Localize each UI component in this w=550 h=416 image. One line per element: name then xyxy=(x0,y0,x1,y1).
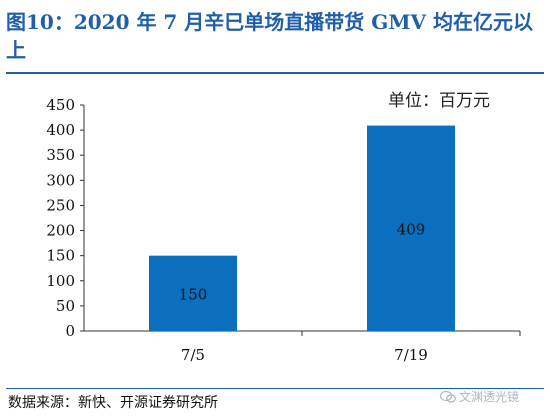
watermark-text: 文渊透光镜 xyxy=(459,390,520,404)
bar xyxy=(149,255,237,331)
bar xyxy=(367,125,455,331)
x-tick-label: 7/5 xyxy=(181,346,205,364)
y-tick-label: 400 xyxy=(46,121,75,139)
y-tick-label: 100 xyxy=(46,272,75,290)
y-tick-label: 350 xyxy=(46,146,75,164)
bar-value-label: 150 xyxy=(179,285,208,303)
bar-value-label: 409 xyxy=(397,220,426,238)
y-tick-label: 450 xyxy=(46,96,75,114)
y-tick-label: 50 xyxy=(56,297,75,315)
unit-label: 单位：百万元 xyxy=(388,91,490,111)
source-note: 数据来源：新快、开源证券研究所 xyxy=(8,395,218,411)
y-tick-label: 0 xyxy=(65,322,75,340)
y-tick-label: 300 xyxy=(46,171,75,189)
figure-title: 图10：2020 年 7 月辛巳单场直播带货 GMV 均在亿元以上 xyxy=(6,10,533,62)
y-tick-label: 250 xyxy=(46,196,75,214)
title-divider xyxy=(6,72,544,74)
source-divider xyxy=(6,388,544,389)
wechat-icon xyxy=(440,391,456,403)
watermark: 文渊透光镜 xyxy=(440,388,519,405)
x-tick-label: 7/19 xyxy=(394,346,428,364)
y-tick-label: 200 xyxy=(46,222,75,240)
y-tick-label: 150 xyxy=(46,247,75,265)
